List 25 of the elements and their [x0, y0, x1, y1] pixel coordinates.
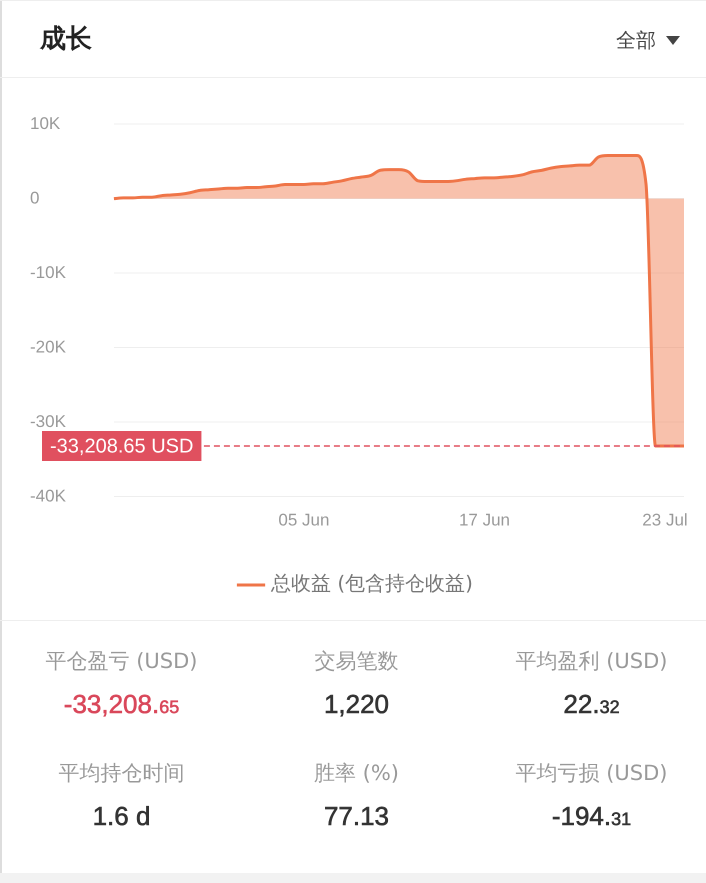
y-tick-label: -20K [30, 337, 67, 356]
y-tick-label: -40K [30, 486, 67, 506]
legend-label: 总收益 (包含持仓收益) [270, 571, 473, 596]
x-tick-label: 05 Jun [278, 510, 330, 530]
x-tick-label: 23 Jul [642, 510, 688, 530]
text: 平仓盈亏 (USD) [44, 648, 198, 675]
x-tick-label: 17 Jun [458, 510, 510, 530]
chart-title: 成长 [40, 23, 92, 56]
text: -33,208.65 [62, 689, 180, 720]
y-tick-label: -10K [30, 262, 67, 282]
text: 77.13 [322, 801, 390, 832]
text: 平均持仓时间 [58, 760, 186, 787]
text: 22.32 [562, 689, 621, 720]
ref-line-label: -33,208.65 USD [50, 436, 194, 458]
text: 平均亏损 (USD) [514, 760, 668, 787]
y-tick-label: 10K [30, 114, 61, 133]
y-tick-label: 0 [30, 188, 40, 208]
y-tick-label: -30K [30, 412, 67, 431]
text: -194.31 [550, 801, 632, 832]
text: 1.6 d [92, 801, 152, 832]
text: 平均盈利 (USD) [514, 648, 668, 675]
text: 1,220 [322, 689, 390, 720]
text: 交易笔数 [314, 648, 400, 675]
text: 全部 [616, 27, 656, 54]
text: 胜率 (%) [312, 760, 400, 787]
